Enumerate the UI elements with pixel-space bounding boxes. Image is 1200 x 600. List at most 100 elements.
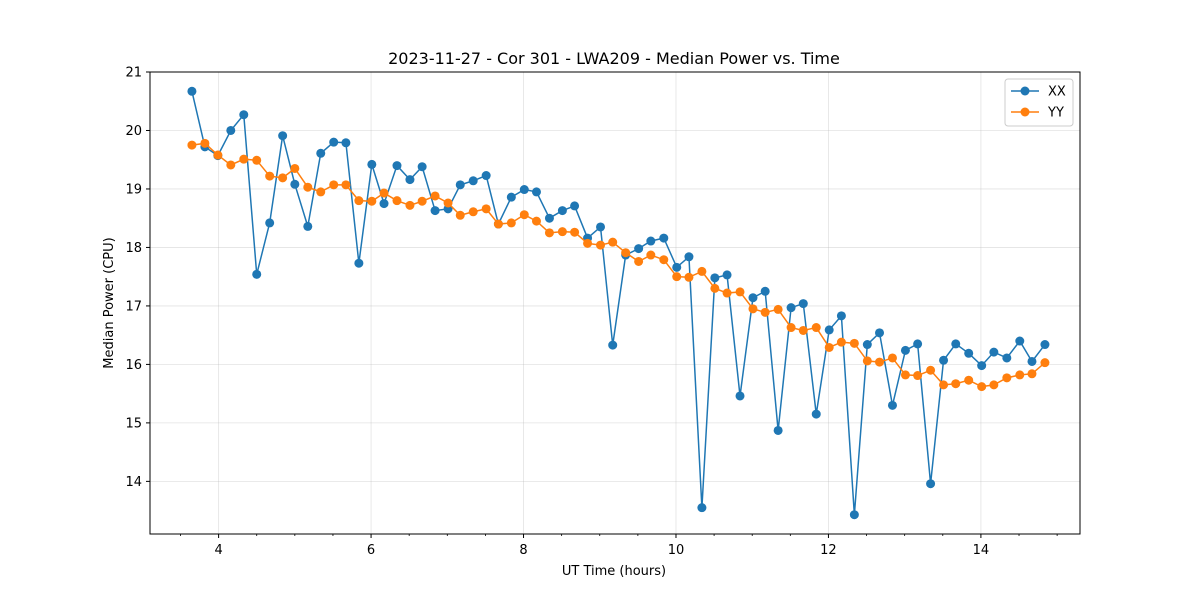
data-point-yy xyxy=(697,266,707,276)
data-point-xx xyxy=(379,199,389,209)
y-axis-label: Median Power (CPU) xyxy=(102,237,117,368)
data-point-xx xyxy=(824,325,834,335)
data-point-yy xyxy=(621,248,631,258)
plot-frame xyxy=(149,71,1081,535)
data-point-yy xyxy=(493,219,503,229)
data-point-yy xyxy=(213,150,223,160)
data-point-yy xyxy=(900,370,910,380)
data-point-xx xyxy=(405,175,415,185)
data-point-xx xyxy=(773,425,783,435)
data-point-xx xyxy=(1040,340,1050,350)
data-point-xx xyxy=(977,361,987,371)
data-point-yy xyxy=(531,216,541,226)
y-tick-label: 14 xyxy=(125,475,142,490)
data-point-xx xyxy=(290,179,300,189)
data-point-yy xyxy=(392,196,402,206)
data-point-xx xyxy=(354,258,364,268)
data-point-xx xyxy=(570,201,580,211)
data-point-yy xyxy=(481,204,491,214)
data-point-yy xyxy=(443,198,453,208)
data-point-yy xyxy=(596,240,606,250)
data-point-yy xyxy=(1002,373,1012,383)
data-point-xx xyxy=(939,355,949,365)
data-point-xx xyxy=(748,293,758,303)
data-point-yy xyxy=(278,173,288,183)
data-point-xx xyxy=(634,244,644,254)
series-group xyxy=(187,86,1050,520)
x-tick-label: 4 xyxy=(214,543,222,558)
data-point-yy xyxy=(811,323,821,333)
data-point-xx xyxy=(1027,356,1037,366)
data-point-yy xyxy=(887,353,897,363)
data-point-xx xyxy=(1015,336,1025,346)
data-point-yy xyxy=(583,238,593,248)
data-point-yy xyxy=(519,210,529,220)
y-axis: 14 15 16 17 18 19 20 21 xyxy=(125,66,150,490)
data-point-xx xyxy=(226,125,236,135)
data-point-xx xyxy=(760,286,770,296)
data-point-xx xyxy=(913,339,923,349)
data-point-yy xyxy=(303,182,313,192)
data-point-yy xyxy=(875,357,885,367)
data-point-xx xyxy=(798,299,808,309)
data-point-xx xyxy=(836,311,846,321)
data-point-xx xyxy=(455,180,465,190)
data-point-xx xyxy=(684,252,694,262)
data-point-yy xyxy=(926,365,936,375)
data-point-yy xyxy=(417,196,427,206)
data-point-xx xyxy=(316,148,326,158)
data-point-xx xyxy=(596,222,606,232)
legend-label: YY xyxy=(1047,106,1064,121)
data-point-xx xyxy=(887,400,897,410)
data-point-yy xyxy=(379,188,389,198)
data-point-yy xyxy=(367,196,377,206)
data-point-yy xyxy=(354,196,364,206)
data-point-yy xyxy=(824,342,834,352)
data-point-yy xyxy=(773,304,783,314)
data-point-yy xyxy=(187,140,197,150)
data-point-yy xyxy=(200,138,210,148)
data-point-yy xyxy=(239,154,249,164)
data-point-yy xyxy=(557,227,567,237)
data-point-xx xyxy=(811,409,821,419)
data-point-yy xyxy=(405,200,415,210)
data-point-yy xyxy=(939,380,949,390)
data-point-yy xyxy=(544,228,554,238)
data-point-yy xyxy=(735,287,745,297)
data-point-yy xyxy=(722,288,732,298)
data-point-xx xyxy=(544,213,554,223)
data-point-xx xyxy=(900,345,910,355)
data-point-yy xyxy=(455,210,465,220)
y-tick-label: 16 xyxy=(125,358,142,373)
data-point-xx xyxy=(367,159,377,169)
data-point-xx xyxy=(646,236,656,246)
data-point-yy xyxy=(862,356,872,366)
data-point-yy xyxy=(290,163,300,173)
data-point-yy xyxy=(913,371,923,381)
x-tick-label: 6 xyxy=(367,543,375,558)
data-point-yy xyxy=(760,307,770,317)
legend-entry-yy: YY xyxy=(1011,106,1064,121)
x-tick-label: 12 xyxy=(820,543,837,558)
data-point-xx xyxy=(303,221,313,231)
data-point-xx xyxy=(735,391,745,401)
data-point-xx xyxy=(862,340,872,350)
data-point-yy xyxy=(798,325,808,335)
data-point-yy xyxy=(570,227,580,237)
data-point-xx xyxy=(329,137,339,147)
legend-marker xyxy=(1020,107,1030,117)
data-point-xx xyxy=(608,340,618,350)
data-point-xx xyxy=(557,206,567,216)
data-point-xx xyxy=(265,218,275,228)
data-point-yy xyxy=(672,272,682,282)
data-point-yy xyxy=(265,171,275,181)
x-axis-label: UT Time (hours) xyxy=(562,564,666,579)
data-point-xx xyxy=(659,233,669,243)
data-point-yy xyxy=(659,255,669,265)
data-point-yy xyxy=(329,180,339,190)
data-point-xx xyxy=(239,110,249,120)
data-point-yy xyxy=(684,272,694,282)
y-tick-label: 17 xyxy=(125,299,142,314)
data-point-yy xyxy=(748,304,758,314)
